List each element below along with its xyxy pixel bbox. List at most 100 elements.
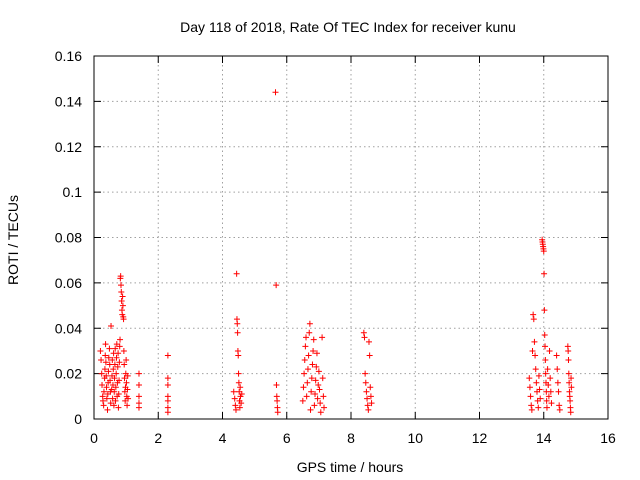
data-point [105,354,112,361]
data-point [546,347,553,354]
data-point [530,311,537,318]
data-point [312,377,319,384]
data-point [233,270,240,277]
data-point [543,404,550,411]
data-point [299,397,306,404]
y-tick-label: 0 [74,411,82,427]
x-axis-title: GPS time / hours [297,459,404,475]
data-point [300,384,307,391]
data-point [315,381,322,388]
data-point [302,343,309,350]
data-point [314,395,321,402]
y-tick-label: 0.02 [55,366,82,382]
data-point [535,372,542,379]
data-point [117,336,124,343]
data-point [112,384,119,391]
data-point [274,397,281,404]
data-point [536,386,543,393]
data-point [548,400,555,407]
data-point [97,347,104,354]
x-tick-label: 16 [600,430,616,446]
y-axis: 0 0.02 0.04 0.06 0.08 0.1 0.12 0.14 0.16 [55,48,608,427]
data-point [121,375,128,382]
data-point [567,397,574,404]
data-point [306,329,313,336]
data-point [106,345,113,352]
data-point [542,357,549,364]
x-tick-label: 2 [154,430,162,446]
data-point [526,375,533,382]
data-point [274,409,281,416]
data-point [533,379,540,386]
data-point [115,404,122,411]
data-point [231,395,238,402]
data-point [110,366,117,373]
data-point [305,352,312,359]
data-point [237,384,244,391]
data-point [313,363,320,370]
data-point [238,400,245,407]
data-point [99,397,106,404]
data-point [98,357,105,364]
data-point [565,347,572,354]
data-point [107,377,114,384]
x-tick-label: 4 [219,430,227,446]
data-point [101,366,108,373]
data-point [540,248,547,255]
data-point [527,393,534,400]
data-point [556,406,563,413]
data-point [528,406,535,413]
chart-title: Day 118 of 2018, Rate Of TEC Index for r… [180,19,516,35]
data-point [102,352,109,359]
data-point [124,372,131,379]
data-point [103,395,110,402]
data-point [542,370,549,377]
y-tick-label: 0.12 [55,139,82,155]
data-point [234,329,241,336]
data-point [542,343,549,350]
data-point [547,375,554,382]
data-point [238,391,245,398]
data-point [119,302,126,309]
data-point [98,370,105,377]
data-point [556,402,563,409]
data-point [320,393,327,400]
data-point [567,409,574,416]
data-point [164,381,171,388]
data-point [565,370,572,377]
data-point [108,322,115,329]
data-points [97,89,575,416]
data-point [362,379,369,386]
data-point [566,379,573,386]
data-point [235,352,242,359]
data-point [543,397,550,404]
x-tick-label: 14 [536,430,552,446]
data-point [104,406,111,413]
data-point [102,341,109,348]
y-tick-label: 0.16 [55,48,82,64]
data-point [112,345,119,352]
data-point [526,384,533,391]
y-tick-label: 0.14 [55,93,82,109]
data-point [306,320,313,327]
data-point [362,370,369,377]
data-point [106,361,113,368]
data-point [110,402,117,409]
data-point [364,402,371,409]
data-point [236,404,243,411]
data-point [235,370,242,377]
data-point [554,366,561,373]
data-point [528,402,535,409]
data-point [135,381,142,388]
data-point [301,370,308,377]
x-tick-label: 0 [90,430,98,446]
data-point [121,361,128,368]
data-point [309,361,316,368]
data-point [113,354,120,361]
data-point [319,334,326,341]
data-point [365,338,372,345]
data-point [123,357,130,364]
data-point [308,388,315,395]
plot-frame [93,55,609,420]
